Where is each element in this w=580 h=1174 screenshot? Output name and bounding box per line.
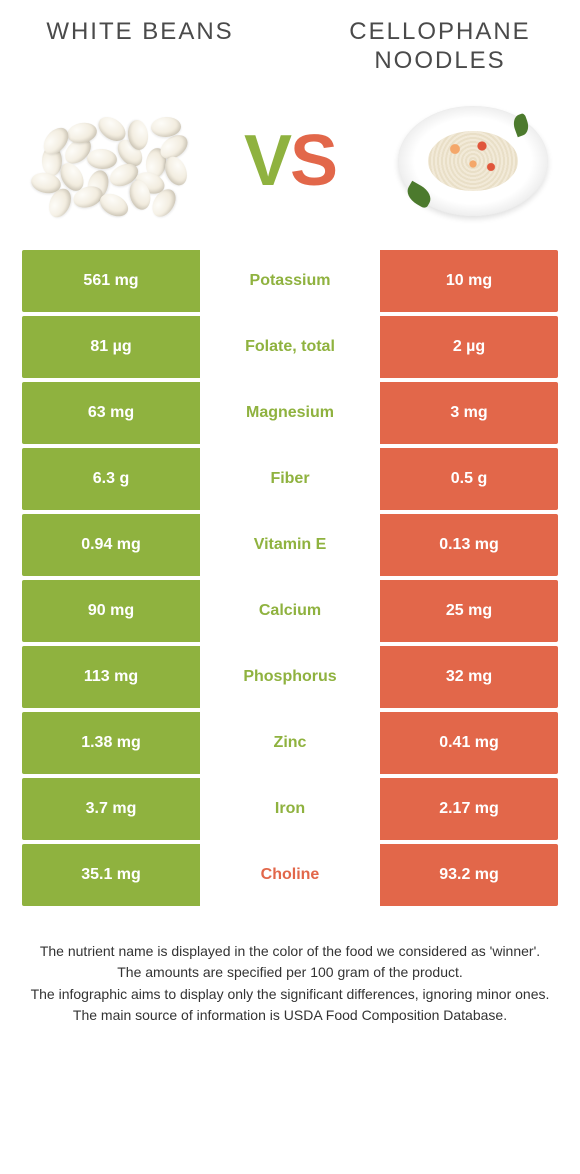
- right-food-image: [388, 96, 558, 226]
- right-value-cell: 32 mg: [380, 646, 558, 708]
- left-food-image: [22, 96, 192, 226]
- footnotes: The nutrient name is displayed in the co…: [0, 942, 580, 1026]
- nutrient-name-cell: Calcium: [200, 580, 380, 642]
- table-row: 6.3 gFiber0.5 g: [22, 448, 558, 510]
- nutrient-name-cell: Fiber: [200, 448, 380, 510]
- table-row: 35.1 mgCholine93.2 mg: [22, 844, 558, 906]
- footnote-line: The infographic aims to display only the…: [30, 985, 550, 1005]
- nutrient-name-cell: Magnesium: [200, 382, 380, 444]
- nutrient-name-cell: Zinc: [200, 712, 380, 774]
- left-value-cell: 113 mg: [22, 646, 200, 708]
- table-row: 113 mgPhosphorus32 mg: [22, 646, 558, 708]
- right-value-cell: 2 µg: [380, 316, 558, 378]
- right-value-cell: 2.17 mg: [380, 778, 558, 840]
- nutrient-name-cell: Iron: [200, 778, 380, 840]
- left-value-cell: 63 mg: [22, 382, 200, 444]
- nutrient-comparison-table: 561 mgPotassium10 mg81 µgFolate, total2 …: [22, 250, 558, 906]
- left-value-cell: 81 µg: [22, 316, 200, 378]
- right-value-cell: 93.2 mg: [380, 844, 558, 906]
- table-row: 1.38 mgZinc0.41 mg: [22, 712, 558, 774]
- left-value-cell: 1.38 mg: [22, 712, 200, 774]
- nutrient-name-cell: Choline: [200, 844, 380, 906]
- left-value-cell: 0.94 mg: [22, 514, 200, 576]
- nutrient-name-cell: Folate, total: [200, 316, 380, 378]
- hero-row: VS: [0, 76, 580, 250]
- right-food-title: CELLOPHANE NOODLES: [340, 18, 540, 76]
- vs-badge: VS: [244, 120, 336, 202]
- nutrient-name-cell: Potassium: [200, 250, 380, 312]
- right-value-cell: 25 mg: [380, 580, 558, 642]
- right-value-cell: 0.5 g: [380, 448, 558, 510]
- table-row: 561 mgPotassium10 mg: [22, 250, 558, 312]
- table-row: 3.7 mgIron2.17 mg: [22, 778, 558, 840]
- left-value-cell: 561 mg: [22, 250, 200, 312]
- table-row: 90 mgCalcium25 mg: [22, 580, 558, 642]
- footnote-line: The nutrient name is displayed in the co…: [30, 942, 550, 962]
- left-food-title: WHITE BEANS: [40, 18, 240, 76]
- table-row: 81 µgFolate, total2 µg: [22, 316, 558, 378]
- nutrient-name-cell: Vitamin E: [200, 514, 380, 576]
- left-value-cell: 35.1 mg: [22, 844, 200, 906]
- right-value-cell: 10 mg: [380, 250, 558, 312]
- right-value-cell: 0.41 mg: [380, 712, 558, 774]
- noodles-illustration: [393, 101, 553, 221]
- white-beans-illustration: [27, 101, 187, 221]
- left-value-cell: 90 mg: [22, 580, 200, 642]
- right-value-cell: 3 mg: [380, 382, 558, 444]
- left-value-cell: 6.3 g: [22, 448, 200, 510]
- vs-s-letter: S: [290, 120, 336, 202]
- header: WHITE BEANS CELLOPHANE NOODLES: [0, 0, 580, 76]
- vs-v-letter: V: [244, 120, 290, 202]
- table-row: 0.94 mgVitamin E0.13 mg: [22, 514, 558, 576]
- right-value-cell: 0.13 mg: [380, 514, 558, 576]
- nutrient-name-cell: Phosphorus: [200, 646, 380, 708]
- footnote-line: The main source of information is USDA F…: [30, 1006, 550, 1026]
- table-row: 63 mgMagnesium3 mg: [22, 382, 558, 444]
- left-value-cell: 3.7 mg: [22, 778, 200, 840]
- footnote-line: The amounts are specified per 100 gram o…: [30, 963, 550, 983]
